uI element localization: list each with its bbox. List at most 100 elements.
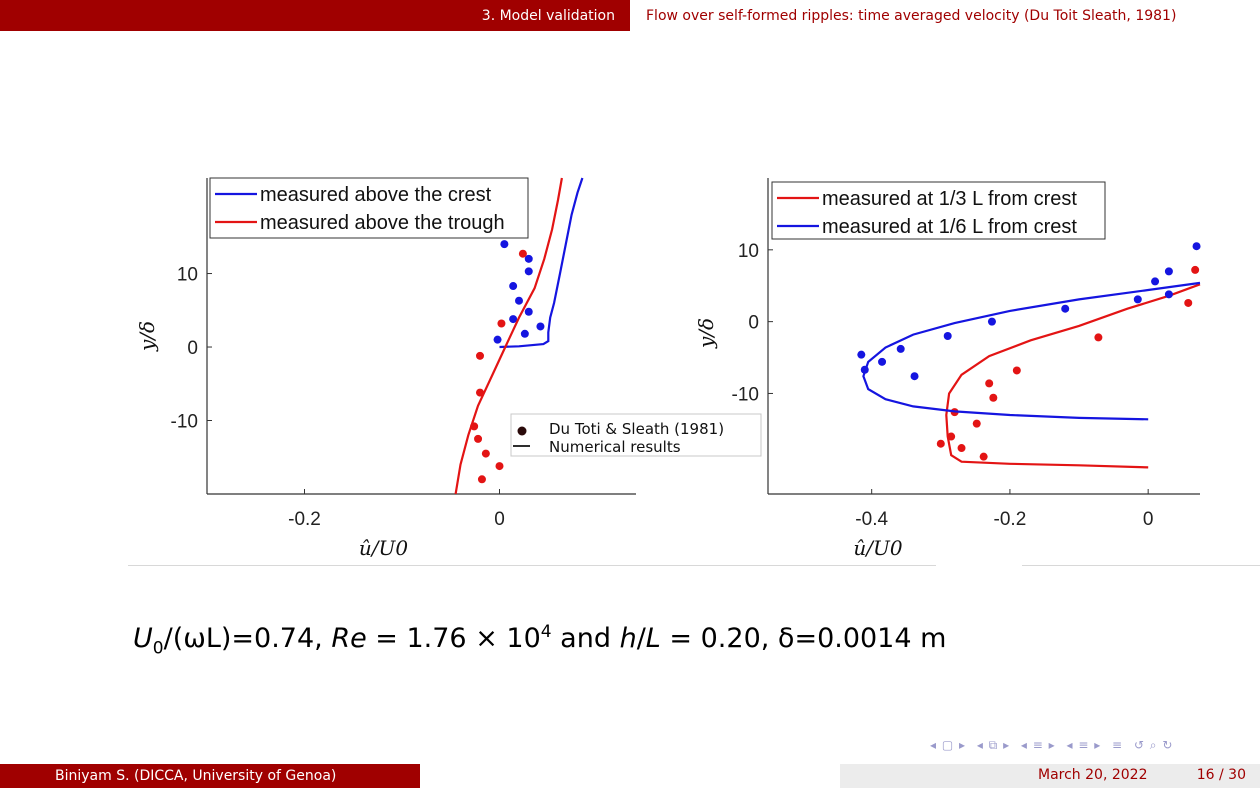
data-point: [481, 449, 490, 458]
footer-author: Biniyam S. (DICCA, University of Genoa): [0, 764, 420, 788]
y-tick-label: -10: [732, 384, 759, 405]
data-point: [1061, 304, 1070, 313]
data-point: [524, 307, 533, 316]
data-point: [493, 335, 502, 344]
re-exponent: 4: [540, 622, 552, 642]
data-point: [972, 419, 981, 428]
data-point: [1184, 298, 1193, 307]
subsection-title: Flow over self-formed ripples: time aver…: [630, 0, 1260, 31]
legend-label: measured at 1/6 L from crest: [822, 216, 1077, 238]
and-text: and: [551, 623, 620, 654]
data-point: [1191, 265, 1200, 274]
data-point: [524, 254, 533, 263]
divider-right: [1022, 565, 1260, 566]
delta-value: δ=0.0014 m: [777, 623, 947, 654]
data-point: [470, 422, 479, 431]
data-point: [495, 462, 504, 471]
re-symbol: Re: [331, 623, 367, 654]
data-point: [957, 444, 966, 453]
h-symbol: h: [619, 623, 637, 654]
footer-date: March 20, 2022: [1038, 767, 1148, 783]
data-point: [474, 434, 483, 443]
footer-right: March 20, 2022 16 / 30: [840, 764, 1260, 788]
data-point: [1151, 277, 1160, 286]
data-point: [536, 322, 545, 331]
footer-page: 16 / 30: [1196, 767, 1246, 783]
data-point: [936, 439, 945, 448]
legend-label: measured at 1/3 L from crest: [822, 188, 1077, 210]
u0-subscript: 0: [152, 638, 164, 659]
align-icon[interactable]: ≡: [1112, 738, 1124, 752]
data-point: [509, 282, 518, 291]
data-point: [857, 350, 866, 359]
beamer-navigation[interactable]: ◂ ▢ ▸ ◂ ⧉ ▸ ◂ ≡ ▸ ◂ ≡ ▸ ≡ ↺ ⌕ ↻: [930, 738, 1179, 753]
y-tick-label: 10: [738, 241, 759, 262]
combined-legend: Du Toti & Sleath (1981)Numerical results: [510, 413, 762, 457]
data-point: [1164, 290, 1173, 299]
data-point: [1133, 295, 1142, 304]
y-tick-label: 0: [187, 338, 198, 359]
x-axis-label: û/U0: [853, 536, 902, 560]
x-tick-label: -0.2: [994, 509, 1027, 530]
data-point: [1192, 242, 1201, 251]
footer-bar: Biniyam S. (DICCA, University of Genoa) …: [0, 764, 1260, 788]
data-point: [896, 344, 905, 353]
x-tick-label: -0.2: [288, 509, 321, 530]
y-tick-label: 10: [177, 265, 198, 286]
data-point: [860, 365, 869, 374]
data-point: [985, 379, 994, 388]
series-line-2: [454, 177, 563, 494]
legend-label: measured above the trough: [260, 212, 505, 234]
header-bar: 3. Model validation Flow over self-forme…: [0, 0, 1260, 31]
y-tick-label: 0: [748, 313, 759, 334]
search-icon[interactable]: ↺ ⌕ ↻: [1133, 738, 1174, 752]
combined-legend-markers-label: Du Toti & Sleath (1981): [549, 420, 724, 438]
divider-left: [128, 565, 936, 566]
data-point: [910, 372, 919, 381]
data-point: [878, 357, 887, 366]
data-point: [1012, 366, 1021, 375]
first-page-icon[interactable]: ◂ ▢ ▸: [930, 738, 967, 752]
x-tick-label: 0: [494, 509, 505, 530]
u0-expression: /(ωL)=0.74,: [163, 623, 332, 654]
data-point: [497, 319, 506, 328]
hl-value: = 0.20,: [660, 623, 778, 654]
combined-legend-lines-label: Numerical results: [549, 438, 681, 456]
legend-label: measured above the crest: [260, 184, 492, 206]
data-point: [515, 296, 523, 305]
l-symbol: L: [645, 623, 661, 654]
legend-box: [209, 177, 529, 239]
data-point: [524, 267, 533, 276]
data-point: [987, 317, 996, 326]
prev-section-icon[interactable]: ◂ ≡ ▸: [1020, 738, 1056, 752]
x-tick-label: 0: [1143, 509, 1154, 530]
re-expression: = 1.76 × 10: [366, 623, 541, 654]
data-point: [518, 249, 527, 258]
footer-spacer: [420, 764, 840, 788]
chart-2: -0.4 -0.2 0 -10 0 10 û/U0 y/δ measured at 1/3 L …: [694, 178, 1201, 560]
chart-1: -0.2 0 -10 0 10 û/U0 y/δ measured above the cre…: [135, 177, 636, 560]
u0-symbol: U: [133, 623, 153, 654]
series-line-2: [862, 281, 1201, 421]
y-axis-label: y/δ: [135, 321, 159, 352]
section-title: 3. Model validation: [0, 0, 630, 31]
data-point: [943, 332, 952, 340]
data-point: [509, 315, 518, 324]
x-tick-label: -0.4: [855, 509, 888, 530]
data-point: [947, 432, 956, 441]
data-point: [476, 388, 484, 397]
series-line-1: [499, 177, 584, 349]
legend-box: [771, 181, 1106, 240]
next-section-icon[interactable]: ◂ ≡ ▸: [1066, 738, 1102, 752]
y-tick-label: -10: [171, 412, 198, 433]
data-point: [1164, 267, 1173, 276]
marker-swatch-icon: [517, 426, 527, 436]
slash-text: /: [636, 623, 646, 654]
data-point: [520, 329, 529, 338]
data-point: [477, 475, 486, 484]
data-point: [1094, 333, 1103, 342]
series-line-1: [945, 283, 1201, 469]
combined-legend-box: [510, 413, 762, 457]
prev-frame-icon[interactable]: ◂ ⧉ ▸: [976, 738, 1011, 752]
